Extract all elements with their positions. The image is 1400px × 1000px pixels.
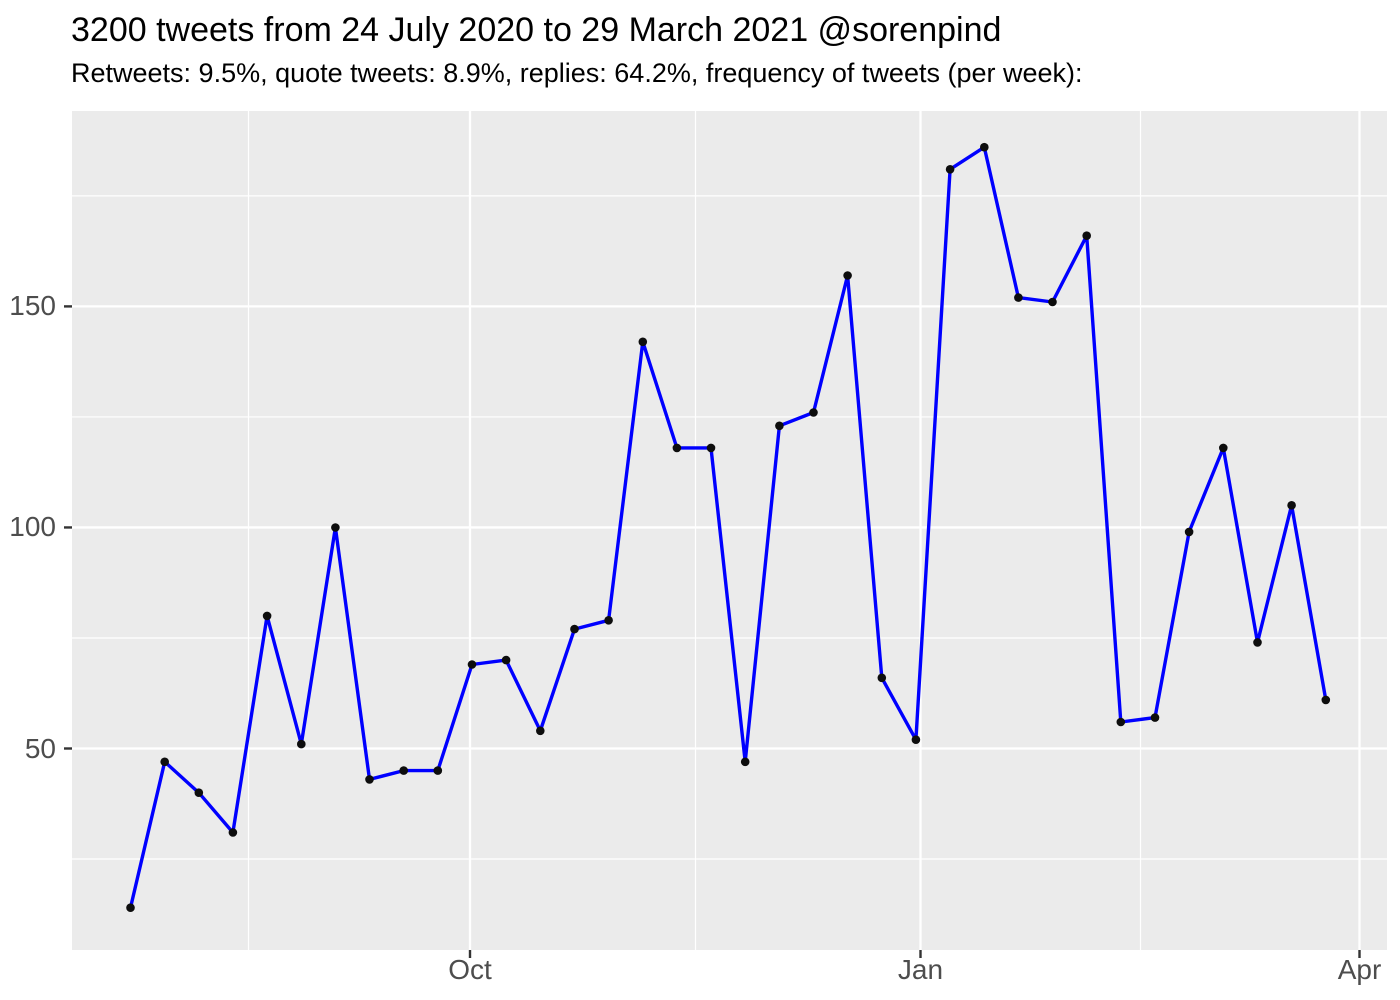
tweet-frequency-line <box>128 145 1328 909</box>
data-point-week-7 <box>331 523 340 532</box>
data-point-week-27 <box>1014 293 1023 302</box>
data-point-week-30 <box>1116 717 1126 727</box>
data-point-week-22 <box>843 271 852 280</box>
y-axis-tick-label: 150 <box>9 290 56 322</box>
data-point-week-23 <box>877 673 887 683</box>
data-point-week-13 <box>536 726 545 736</box>
data-point-week-24 <box>911 735 921 744</box>
chart-subtitle: Retweets: 9.5%, quote tweets: 8.9%, repl… <box>71 58 1083 88</box>
data-point-week-1 <box>126 903 135 912</box>
data-point-week-11 <box>467 660 477 669</box>
data-point-week-19 <box>740 757 750 767</box>
data-point-week-2 <box>160 757 169 767</box>
plot-panel <box>72 111 1387 950</box>
x-axis-tick-label: Jan <box>897 954 944 985</box>
data-point-week-20 <box>775 421 784 431</box>
data-point-week-10 <box>433 766 443 775</box>
y-axis-tick-label: 50 <box>24 732 56 764</box>
data-point-week-26 <box>980 142 989 152</box>
data-point-week-5 <box>262 611 272 621</box>
data-point-week-35 <box>1287 501 1296 510</box>
data-point-week-3 <box>194 788 204 797</box>
data-point-week-28 <box>1048 297 1057 307</box>
data-point-week-16 <box>638 337 648 347</box>
data-point-week-12 <box>501 655 511 665</box>
data-point-week-18 <box>706 443 716 453</box>
data-point-week-32 <box>1184 527 1194 537</box>
data-point-week-21 <box>809 408 818 417</box>
data-point-week-4 <box>228 828 238 837</box>
data-point-week-9 <box>399 766 409 775</box>
data-point-week-14 <box>570 624 579 634</box>
data-point-week-34 <box>1253 638 1262 647</box>
x-axis-tick-label: Oct <box>448 954 492 985</box>
data-point-week-33 <box>1219 443 1228 453</box>
data-point-week-8 <box>365 775 374 784</box>
data-point-week-36 <box>1321 695 1331 705</box>
data-point-week-25 <box>945 165 955 174</box>
data-point-week-15 <box>604 616 613 625</box>
chart-title: 3200 tweets from 24 July 2020 to 29 Marc… <box>71 11 1002 49</box>
data-point-week-29 <box>1082 231 1091 240</box>
x-axis-tick-label: Apr <box>1337 954 1382 985</box>
data-point-week-6 <box>297 739 306 749</box>
data-point-week-17 <box>672 443 682 453</box>
y-axis-tick-label: 100 <box>9 511 56 543</box>
data-point-week-31 <box>1150 713 1160 722</box>
